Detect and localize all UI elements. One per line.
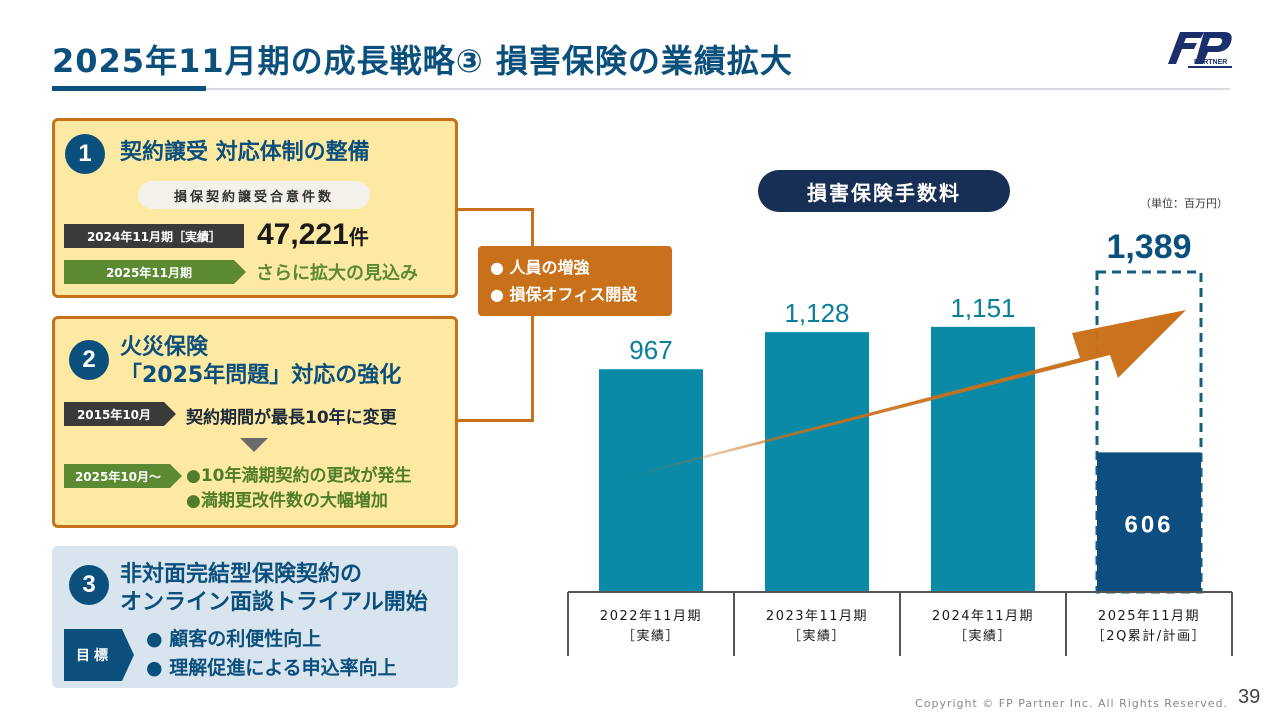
panel-1-heading: 契約譲受 対応体制の整備 [120,140,370,165]
panel-2-2015-tag: 2015年10月 [76,407,152,422]
category-label-1-0: 2023年11月期 [766,609,868,624]
initiative-item-1: ● 人員の増強 [490,258,590,277]
panel-2-2015-tag-shape [64,402,176,426]
panel-3-bullet-1: ● 顧客の利便性向上 [146,628,322,650]
bar-0 [599,369,703,592]
plan-value-label: 1,389 [1106,228,1191,266]
category-label-0-0: 2022年11月期 [600,609,702,624]
initiatives-box: ● 人員の増強 ● 損保オフィス開設 [478,246,672,316]
panel-1-actual-tag: 2024年11月期［実績］ [64,224,244,248]
panel-1-metric-pill: 損保契約譲受合意件数 [138,181,370,209]
panel-3-number: 3 [69,565,109,605]
panel-2-bullet-2: ●満期更改件数の大幅増加 [186,491,388,511]
panel-2-2025-tag-shape [64,464,182,488]
panel-3-goal-tag: 目標 [76,648,112,664]
initiative-item-2: ● 損保オフィス開設 [490,285,638,304]
title-divider [52,88,1230,90]
logo-sub-text: PARTNER [1194,59,1227,66]
panel-2-number: 2 [69,340,109,380]
chart-title: 損害保険手数料 [758,170,1010,212]
panel-3-bullet-2: ● 理解促進による申込率向上 [146,657,397,679]
bar-3 [1097,452,1201,592]
title-accent-bar [52,86,206,91]
revenue-bar-chart: 967 1,128 1,151 606 1,389 2022年11月期 ［実績］ 2023年… [567,228,1233,656]
bar-value-label-2: 1,151 [950,293,1015,323]
category-label-2-0: 2024年11月期 [932,609,1034,624]
bar-1 [765,332,869,592]
category-label-1-1: ［実績］ [788,628,846,644]
bar-value-label-3: 606 [1124,511,1173,538]
panel-3-goal-tag-shape [64,629,134,681]
panel-2-2015-text: 契約期間が最長10年に変更 [186,408,397,428]
panel-2-heading-line1: 火災保険 [120,335,209,360]
down-arrow-icon [240,438,268,452]
company-logo: PARTNER [1168,32,1232,68]
bar-2 [931,326,1035,592]
category-label-3-0: 2025年11月期 [1098,609,1200,624]
bar-value-label-1: 1,128 [784,298,849,328]
panel-3-heading-line2: オンライン面談トライアル開始 [120,590,428,615]
panel-1-forecast-tag-shape [64,260,246,284]
category-label-3-1: ［2Q累計/計画］ [1092,628,1206,644]
panel-2-2025-tag: 2025年10月～ [74,469,162,484]
panel-1-number: 1 [65,134,105,174]
panel-2-bullet-1: ●10年満期契約の更改が発生 [186,466,412,486]
panel-2-heading-line2: 「2025年問題」対応の強化 [120,363,402,388]
category-label-2-1: ［実績］ [954,628,1012,644]
page-number: 39 [1238,686,1261,708]
growth-arrow [630,310,1186,476]
panel-1-forecast-text: さらに拡大の見込み [256,263,418,284]
page-title: 2025年11月期の成長戦略③ 損害保険の業績拡大 [52,42,793,80]
panel-1-value: 47,221件 [257,218,369,251]
panel-1-value-unit: 件 [348,227,369,249]
chart-unit-note: （単位：百万円） [1140,197,1228,210]
category-label-0-1: ［実績］ [622,628,680,644]
bar-value-label-0: 967 [629,335,672,365]
plan-bar-outline [1095,270,1203,594]
panel-1-forecast-tag: 2025年11月期 [105,265,193,280]
panel-3-heading-line1: 非対面完結型保険契約の [120,562,363,587]
copyright-footer: Copyright © FP Partner Inc. All Rights R… [915,697,1228,710]
